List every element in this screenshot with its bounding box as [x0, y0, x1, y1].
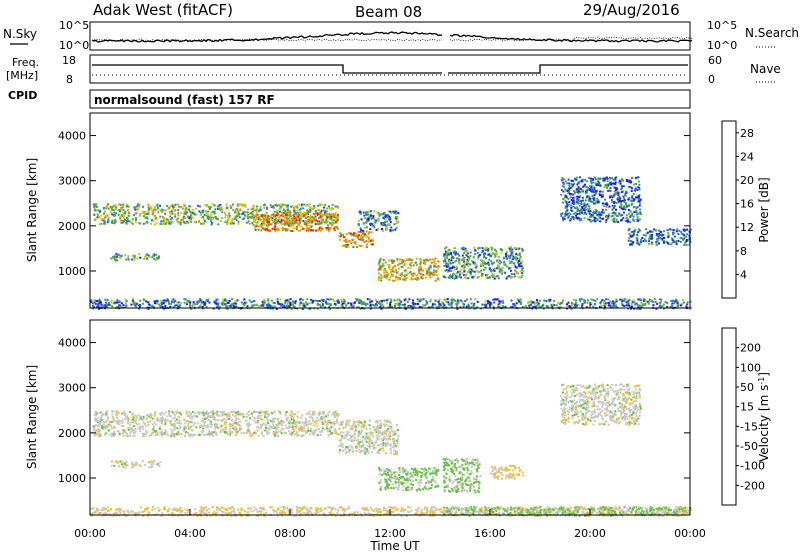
x-tick-label: 16:00 [474, 527, 506, 540]
colorbar-tick-label: 16 [740, 198, 754, 211]
nave-label: Nave [750, 62, 781, 76]
noise-sky-trace [91, 31, 693, 43]
power-region [357, 210, 400, 233]
power-region [442, 246, 525, 280]
power-colorbar-label: Power [dB] [757, 177, 771, 242]
colorbar-tick-label: 15 [740, 401, 754, 414]
power-region [110, 253, 160, 262]
date-label: 29/Aug/2016 [583, 1, 680, 19]
y-tick-label: 4000 [58, 337, 86, 350]
freq-trace [92, 64, 688, 74]
colorbar-tick-label: 4 [740, 268, 747, 281]
vel-region [442, 457, 482, 494]
y-tick-label: 3000 [58, 175, 86, 188]
velocity-ylabel: Slant Range [km] [25, 365, 39, 469]
power-region [338, 230, 375, 249]
freq-left-tick-bottom: 8 [66, 73, 73, 86]
noise-search-trace [91, 36, 693, 42]
x-tick-label: 20:00 [574, 527, 606, 540]
colorbar-tick-label: 12 [740, 221, 754, 234]
y-tick-label: 1000 [58, 265, 86, 278]
power-region [377, 257, 440, 282]
power-region [560, 176, 642, 224]
x-tick-label: 00:00 [74, 527, 106, 540]
power-ylabel: Slant Range [km] [25, 158, 39, 262]
colorbar-tick-label: -100 [740, 460, 765, 473]
vel-region [560, 383, 642, 426]
colorbar-tick-label: 200 [740, 342, 761, 355]
power-region [252, 212, 340, 233]
power-region [627, 228, 692, 246]
y-tick-label: 3000 [58, 382, 86, 395]
x-tick-label: 12:00 [374, 527, 406, 540]
noise-left-tick-top: 10^5 [59, 19, 89, 32]
x-tick-label: 08:00 [274, 527, 306, 540]
colorbar-tick-label: 24 [740, 150, 754, 163]
power-heatmap [90, 176, 692, 310]
noise-panel-frame [89, 21, 691, 51]
mode-label: normalsound (fast) 157 RF [94, 93, 275, 107]
noise-left-tick-bottom: 10^0 [59, 39, 89, 52]
colorbar-frame [721, 120, 737, 299]
cpid-label: CPID [8, 89, 37, 102]
noise-right-tick-bottom: 10^0 [707, 39, 737, 52]
freq-left-tick-top: 18 [62, 54, 76, 67]
velocity-heatmap [90, 383, 692, 517]
x-tick-label: 04:00 [174, 527, 206, 540]
vel-region [442, 506, 692, 517]
noise-sky-label: N.Sky [3, 27, 37, 41]
freq-label: Freq. [12, 56, 39, 69]
colorbar-tick-label: -15 [740, 420, 758, 433]
colorbar-tick-label: -50 [740, 440, 758, 453]
cpid-panel-frame [89, 89, 691, 109]
freq-unit-label: [MHz] [6, 69, 38, 82]
colorbar-frame [721, 327, 737, 506]
colorbar-tick-label: 100 [740, 361, 761, 374]
y-tick-label: 2000 [58, 220, 86, 233]
colorbar-tick-label: 50 [740, 381, 754, 394]
radar-title: Adak West (fitACF) [93, 1, 233, 19]
vel-region [378, 466, 440, 492]
freq-right-tick-top: 60 [708, 54, 722, 67]
y-tick-label: 1000 [58, 472, 86, 485]
y-tick-label: 4000 [58, 130, 86, 143]
noise-right-tick-top: 10^5 [707, 19, 737, 32]
vel-region [110, 460, 162, 469]
vel-region [490, 464, 525, 480]
velocity-colorbar-label: Velocity [m s-1] [757, 372, 772, 462]
y-tick-label: 2000 [58, 427, 86, 440]
colorbar-tick-label: 28 [740, 127, 754, 140]
vel-region [92, 410, 340, 438]
colorbar-tick-label: -200 [740, 479, 765, 492]
x-tick-label: 00:00 [674, 527, 706, 540]
x-axis-label: Time UT [369, 539, 420, 553]
freq-right-tick-bottom: 0 [708, 73, 715, 86]
colorbar-tick-label: 20 [740, 174, 754, 187]
noise-search-label: N.Search [745, 26, 799, 40]
colorbar-tick-label: 8 [740, 245, 747, 258]
vel-region [338, 419, 400, 456]
beam-label: Beam 08 [355, 3, 422, 21]
freq-panel-frame [89, 54, 691, 84]
